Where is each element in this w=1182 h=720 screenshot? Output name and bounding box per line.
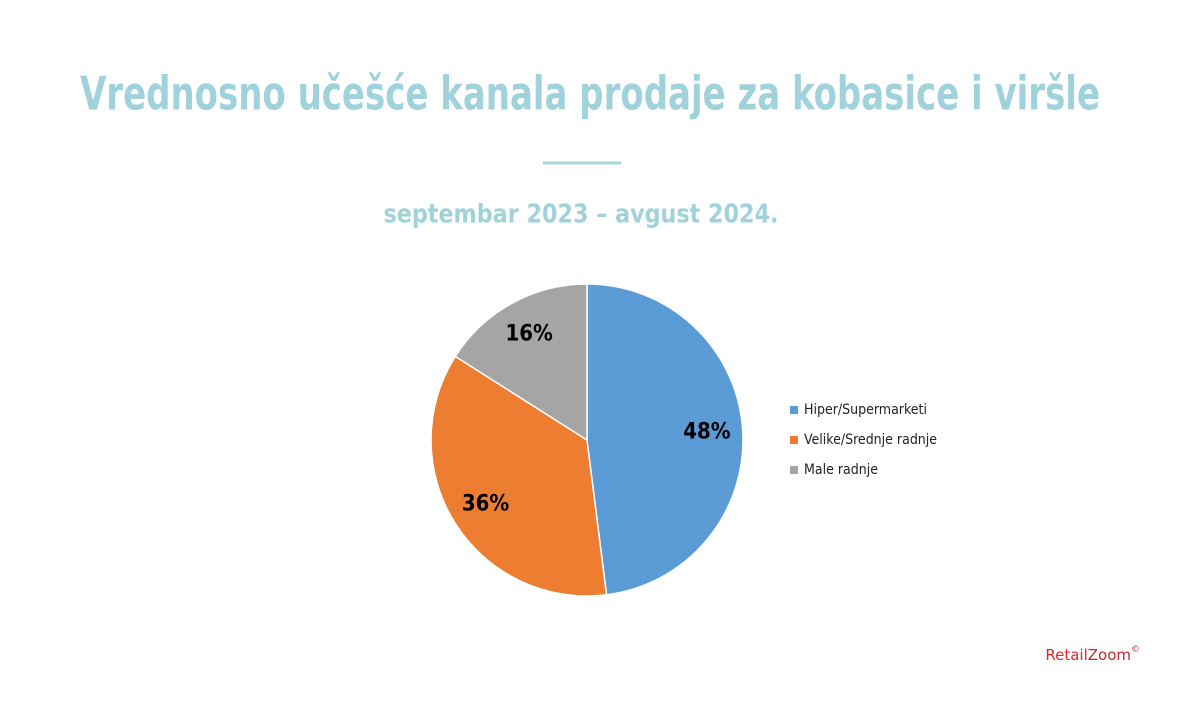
pie-slice <box>586 283 744 596</box>
brand-part: Retail <box>1045 646 1087 664</box>
brand-part: Zoom <box>1088 646 1131 664</box>
pie-slice <box>430 355 608 597</box>
legend-label: Hiper/Supermarketi <box>804 402 927 418</box>
data-label: 16% <box>505 322 553 347</box>
legend-swatch <box>790 406 798 414</box>
chart-subtitle: septembar 2023 – avgust 2024. <box>384 200 779 230</box>
brand: RetailZoom© <box>1045 645 1140 664</box>
brand-mark: © <box>1131 645 1140 655</box>
data-label: 36% <box>462 491 510 516</box>
legend-swatch <box>790 466 798 474</box>
chart-title: Vrednosno učešće kanala prodaje za kobas… <box>80 67 1100 121</box>
legend-label: Male radnje <box>804 462 878 478</box>
legend-swatch <box>790 436 798 444</box>
pie-slice <box>454 283 588 442</box>
data-label: 48% <box>683 419 731 444</box>
legend-label: Velike/Srednje radnje <box>804 432 937 448</box>
